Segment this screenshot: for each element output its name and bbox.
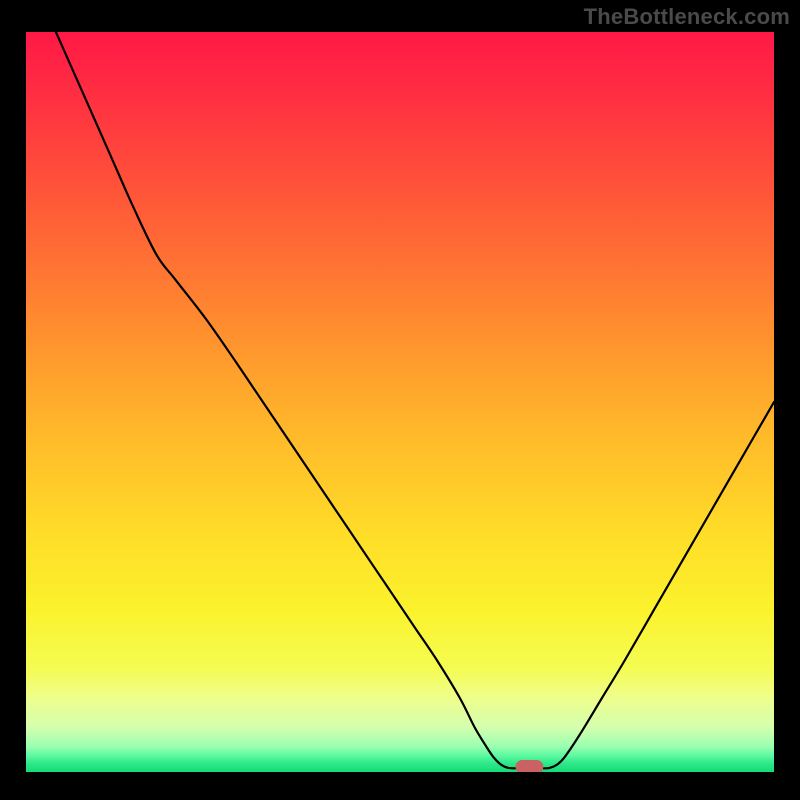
chart-frame: TheBottleneck.com [0,0,800,800]
plot-area [26,32,774,772]
bottleneck-curve-chart [26,32,774,772]
optimal-marker [516,761,543,772]
gradient-background [26,32,774,772]
watermark-text: TheBottleneck.com [584,4,790,30]
